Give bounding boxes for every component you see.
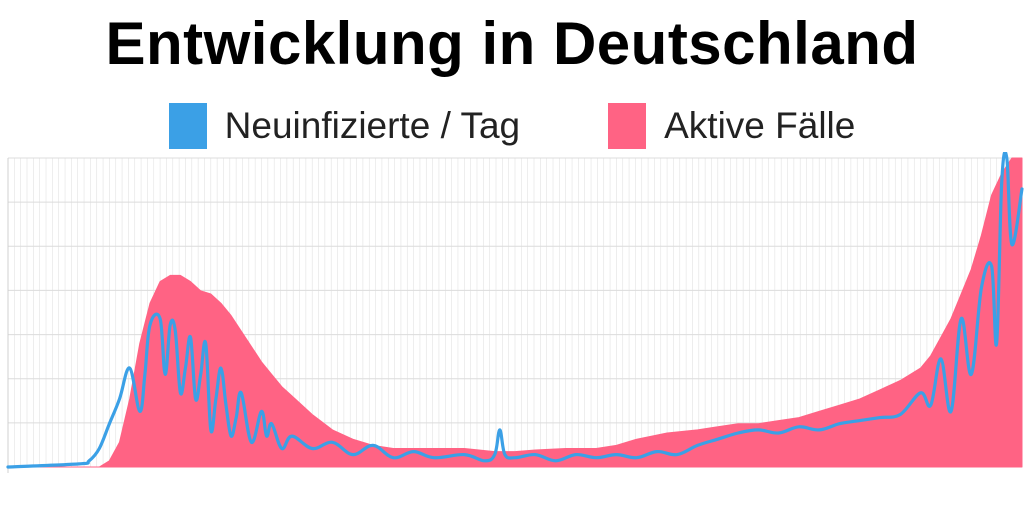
chart-plot-area	[6, 152, 1024, 473]
legend-item-active-cases[interactable]: Aktive Fälle	[608, 103, 855, 149]
legend-item-new-infections[interactable]: Neuinfizierte / Tag	[168, 103, 521, 149]
legend-label-new-infections: Neuinfizierte / Tag	[224, 105, 521, 146]
chart-legend: Neuinfizierte / Tag Aktive Fälle	[0, 100, 1024, 152]
series-line-new-infections	[6, 152, 1024, 469]
legend-swatch-new-infections	[168, 103, 207, 149]
chart-title: Entwicklung in Deutschland	[105, 10, 919, 77]
legend-swatch-active-cases	[608, 103, 647, 149]
legend-label-active-cases: Aktive Fälle	[664, 105, 856, 146]
series-area-active-cases	[7, 157, 1023, 468]
